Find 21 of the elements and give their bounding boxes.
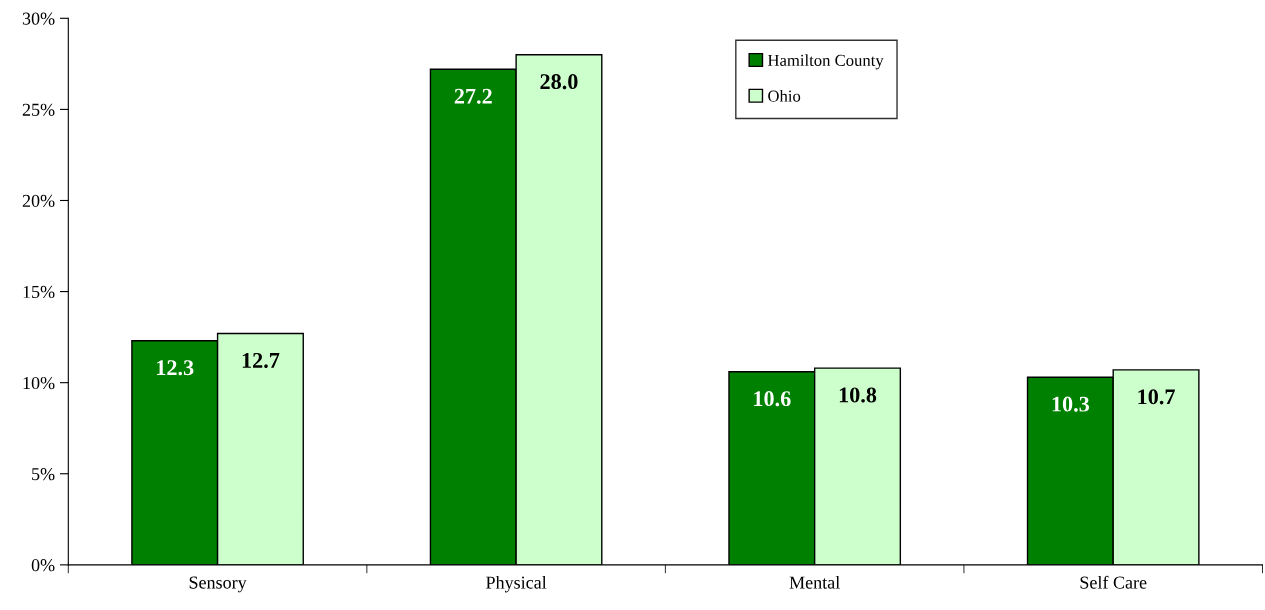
data-label: 10.6 (754, 391, 791, 407)
x-tick-label: Self Care (1080, 575, 1147, 589)
y-tick-label: 10% (23, 376, 55, 390)
legend-label: Hamilton County (767, 54, 884, 70)
data-label: 10.8 (839, 387, 877, 403)
x-tick-label: Physical (486, 575, 547, 593)
legend-label: Ohio (768, 90, 801, 102)
y-tick-label: 30% (22, 12, 55, 25)
y-tick-label: 25% (22, 103, 55, 116)
data-label: 12.7 (242, 352, 280, 368)
data-label: 28.0 (540, 74, 578, 90)
data-label: 27.2 (454, 88, 492, 104)
data-label: 10.7 (1138, 389, 1175, 405)
data-label: 12.3 (157, 360, 194, 376)
x-tick-label: Mental (789, 575, 840, 589)
y-tick-label: 5% (32, 468, 55, 481)
y-tick-label: 15% (23, 285, 55, 299)
x-tick-label: Sensory (189, 576, 247, 593)
y-tick-label: 20% (22, 194, 55, 207)
y-tick-label: 0% (31, 559, 55, 572)
data-label: 10.3 (1052, 396, 1090, 412)
